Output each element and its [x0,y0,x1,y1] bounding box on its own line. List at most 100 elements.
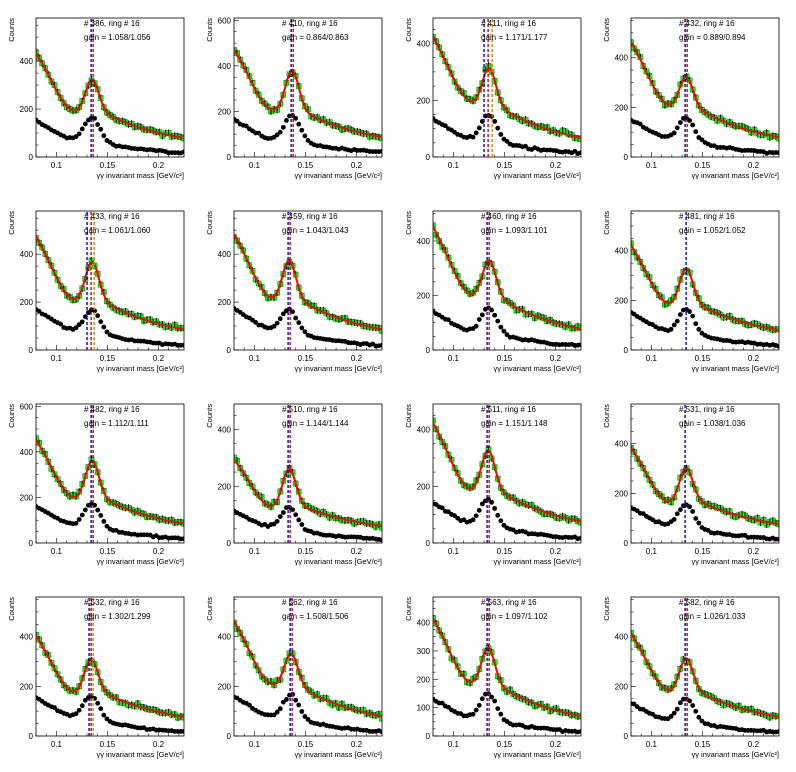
x-tick-label: 0.1 [646,161,658,170]
error-bar [577,322,579,330]
y-axis-label: Counts [7,404,16,428]
data-point-low [92,308,97,314]
error-bar [515,306,517,314]
error-bar [344,314,346,322]
data-point-low [98,513,104,518]
error-bar [375,523,377,531]
error-bar [766,521,768,529]
error-bar [710,692,712,700]
error-bar [763,516,765,524]
data-point-low [284,118,289,123]
x-tick-label: 0.1 [51,547,63,556]
error-bar [72,296,74,304]
plot-frame [233,403,383,544]
y-axis-label: Counts [404,404,413,428]
fit-curve [234,458,382,527]
error-bar [115,116,117,124]
x-axis-label: γγ invariant mass [GeV/c²] [294,171,382,180]
error-bar [381,715,382,723]
error-bar [549,707,551,715]
error-bar [521,305,523,313]
gain-label: gain = 1.093/1.101 [481,226,548,235]
panel-title: # 582, ring # 16 [679,598,735,607]
data-point-low [73,520,79,526]
error-bar [121,699,123,707]
data-point-low [439,700,445,706]
y-axis-label: Counts [602,18,611,42]
y-tick-label: 0 [227,153,232,162]
plot-area [234,211,382,350]
data-point-low [299,522,305,527]
plot-area [36,597,184,736]
error-bar [525,310,526,318]
fit-curve [36,52,184,139]
data-point-low [290,309,295,315]
error-bar [760,519,761,527]
data-point-low [690,509,696,514]
y-tick-label: 0 [29,732,34,741]
error-bar [433,614,434,622]
error-bar [36,631,37,639]
error-bar [332,511,334,519]
y-tick-label: 400 [417,237,431,246]
error-bar [716,117,718,125]
plot-area [631,404,779,543]
error-bar [457,272,459,280]
x-tick-label: 0.1 [51,161,63,170]
y-axis-label: Counts [404,18,413,42]
panel-8: 0.1 0.15 0.2 0 200 400 γγ invariant mass [GeV/… [602,210,780,373]
error-bar [649,72,650,80]
x-axis-label: γγ invariant mass [GeV/c²] [96,171,184,180]
data-point-low [699,137,705,143]
x-tick-label: 0.1 [448,161,460,170]
data-point-low [274,320,280,326]
error-bar [313,302,315,310]
data-point-low [693,708,699,714]
error-bar [128,504,129,512]
error-bar [347,124,349,132]
data-point-low [498,518,504,524]
plot-frame [432,403,582,544]
error-bar [571,131,573,139]
data-point-low [277,316,283,322]
panel-title: # 531, ring # 16 [679,405,735,414]
x-tick-label: 0.1 [249,354,261,363]
gain-label: gain = 1.097/1.102 [481,612,548,621]
fit-curve [36,635,184,718]
error-bar [326,694,327,702]
data-point-low [674,706,680,712]
error-bar [234,454,235,462]
x-tick-label: 0.1 [646,547,658,556]
data-point-low [256,130,262,136]
error-bar [729,118,731,126]
error-bar [363,706,364,714]
data-point-low [302,133,308,139]
x-axis-label: γγ invariant mass [GeV/c²] [294,364,382,373]
x-tick-label: 0.15 [497,740,513,749]
x-tick-label: 0.15 [497,354,513,363]
error-bar [741,706,743,714]
x-tick-label: 0.15 [695,740,711,749]
error-bar [741,510,743,518]
data-point-low [280,699,286,705]
data-point-low [693,516,699,521]
plot-area [631,597,779,736]
plot-area [433,597,581,736]
data-point-low [98,706,104,712]
error-bar [124,307,126,315]
error-bar [292,68,294,76]
data-point-low [101,133,107,139]
error-bar [744,320,746,328]
error-bar [769,713,771,721]
error-bar [72,491,74,499]
error-bar [338,315,340,323]
y-tick-label: 400 [615,633,629,642]
error-bar [756,514,758,522]
y-axis-label: Counts [404,597,413,621]
gain-label: gain = 1.058/1.056 [84,33,151,42]
error-bar [161,132,163,140]
panel-5: 0.1 0.15 0.2 0 200 400 γγ invariant mass [GeV/… [7,210,185,373]
panel-12: 0.1 0.15 0.2 0 200 400 γγ invariant mass [GeV/… [602,403,780,566]
gain-label: gain = 1.171/1.177 [481,33,548,42]
